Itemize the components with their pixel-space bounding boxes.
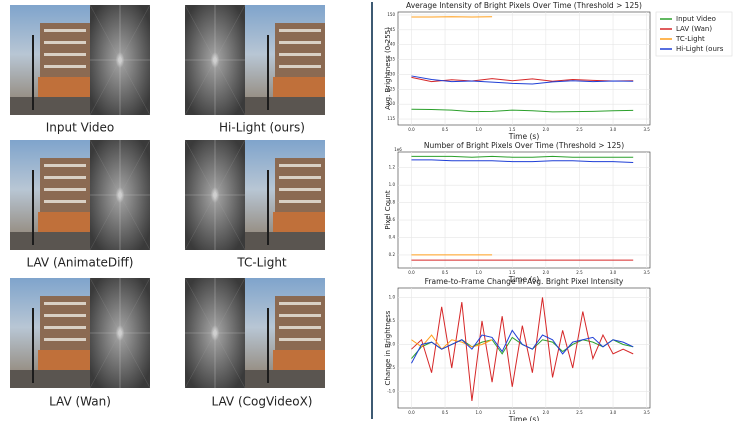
caption: TC-Light bbox=[236, 256, 287, 270]
y-tick-label: 1.0 bbox=[389, 182, 396, 187]
chart-title: Average Intensity of Bright Pixels Over … bbox=[406, 1, 642, 10]
y-axis-label: Avg. Brightness (0-255) bbox=[384, 27, 392, 110]
x-tick-label: 0.5 bbox=[442, 270, 449, 275]
y-tick-label: 0.4 bbox=[389, 234, 396, 239]
y-tick-label: 1.2 bbox=[389, 165, 396, 170]
video-frame bbox=[245, 5, 325, 115]
spectrum bbox=[185, 140, 245, 250]
legend-label: Hi-Light (ours bbox=[676, 45, 724, 53]
video-frame bbox=[10, 278, 90, 388]
x-tick-label: 1.0 bbox=[475, 127, 482, 132]
x-tick-label: 3.5 bbox=[643, 270, 650, 275]
x-axis-label: Time (s) bbox=[508, 132, 540, 141]
plot-area bbox=[398, 12, 650, 125]
spectrum bbox=[90, 5, 150, 115]
x-tick-label: 1.0 bbox=[475, 410, 482, 415]
y-tick-label: -1.0 bbox=[387, 389, 395, 394]
video-frame bbox=[245, 278, 325, 388]
x-tick-label: 0.5 bbox=[442, 127, 449, 132]
x-tick-label: 2.0 bbox=[543, 410, 550, 415]
video-frame bbox=[10, 140, 90, 250]
x-axis-label: Time (s) bbox=[508, 415, 540, 421]
spectrum bbox=[90, 278, 150, 388]
spectrum bbox=[185, 5, 245, 115]
x-tick-label: 0.5 bbox=[442, 410, 449, 415]
caption: LAV (AnimateDiff) bbox=[27, 256, 134, 270]
caption: LAV (CogVideoX) bbox=[212, 395, 313, 409]
x-tick-label: 2.0 bbox=[543, 127, 550, 132]
plot-area bbox=[398, 152, 650, 268]
caption: LAV (Wan) bbox=[49, 395, 111, 409]
video-frame bbox=[10, 5, 90, 115]
y-offset-label: 1e6 bbox=[394, 147, 402, 152]
caption: Input Video bbox=[46, 121, 115, 135]
legend-label: LAV (Wan) bbox=[676, 25, 712, 33]
y-axis-label: Change in Brightness bbox=[384, 310, 392, 385]
x-tick-label: 2.0 bbox=[543, 270, 550, 275]
y-tick-label: 115 bbox=[387, 116, 395, 121]
x-tick-label: 0.0 bbox=[408, 127, 415, 132]
x-tick-label: 3.0 bbox=[610, 410, 617, 415]
y-tick-label: 1.0 bbox=[389, 294, 396, 299]
chart-title: Number of Bright Pixels Over Time (Thres… bbox=[424, 141, 624, 150]
image-panels: Input Video Hi-Light (ours) LAV (Animate… bbox=[10, 5, 325, 409]
video-frame bbox=[245, 140, 325, 250]
y-tick-label: 150 bbox=[387, 12, 395, 17]
x-tick-label: 3.0 bbox=[610, 270, 617, 275]
legend-label: TC-Light bbox=[675, 35, 705, 43]
x-tick-label: 0.0 bbox=[408, 410, 415, 415]
x-tick-label: 2.5 bbox=[576, 270, 583, 275]
y-tick-label: 0.2 bbox=[389, 252, 396, 257]
legend-label: Input Video bbox=[676, 15, 716, 23]
x-tick-label: 2.5 bbox=[576, 127, 583, 132]
x-tick-label: 3.5 bbox=[643, 410, 650, 415]
chart-title: Frame-to-Frame Change in Avg. Bright Pix… bbox=[425, 277, 624, 286]
y-axis-label: Pixel Count bbox=[384, 190, 392, 229]
x-tick-label: 3.5 bbox=[643, 127, 650, 132]
x-tick-label: 0.0 bbox=[408, 270, 415, 275]
spectrum bbox=[90, 140, 150, 250]
x-tick-label: 3.0 bbox=[610, 127, 617, 132]
x-tick-label: 2.5 bbox=[576, 410, 583, 415]
spectrum bbox=[185, 278, 245, 388]
x-tick-label: 1.0 bbox=[475, 270, 482, 275]
caption: Hi-Light (ours) bbox=[219, 121, 305, 135]
